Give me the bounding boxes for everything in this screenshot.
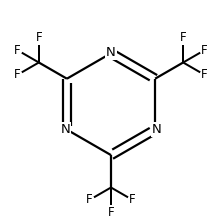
Text: N: N bbox=[152, 123, 161, 136]
Text: N: N bbox=[61, 123, 70, 136]
Text: N: N bbox=[106, 46, 116, 59]
Text: F: F bbox=[180, 31, 186, 44]
Text: F: F bbox=[108, 206, 114, 218]
Text: F: F bbox=[36, 31, 42, 44]
Text: F: F bbox=[14, 68, 21, 81]
Text: F: F bbox=[201, 44, 208, 57]
Text: F: F bbox=[129, 193, 136, 206]
Text: F: F bbox=[86, 193, 93, 206]
Text: F: F bbox=[201, 68, 208, 81]
Text: F: F bbox=[14, 44, 21, 57]
